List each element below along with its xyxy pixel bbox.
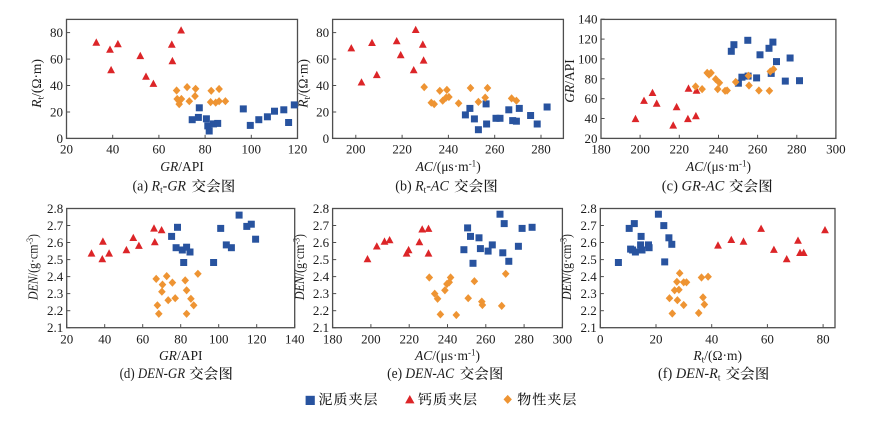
svg-text:20: 20 [60, 332, 73, 347]
svg-text:2.1: 2.1 [47, 320, 63, 335]
svg-text:100: 100 [209, 332, 229, 347]
svg-text:2.2: 2.2 [313, 303, 329, 318]
svg-text:2.2: 2.2 [47, 303, 63, 318]
svg-text:Rt/(Ω·m): Rt/(Ω·m) [296, 59, 314, 109]
svg-text:2.8: 2.8 [581, 201, 597, 216]
svg-text:60: 60 [761, 332, 774, 347]
svg-text:180: 180 [591, 141, 611, 156]
svg-text:40: 40 [50, 78, 63, 93]
svg-text:140: 140 [578, 12, 598, 27]
svg-text:280: 280 [514, 332, 534, 347]
svg-text:240: 240 [439, 141, 459, 156]
svg-text:DEN/(g·cm-3): DEN/(g·cm-3) [559, 234, 575, 301]
svg-text:40: 40 [316, 78, 329, 93]
svg-text:300: 300 [553, 332, 573, 347]
svg-text:(e) DEN-AC: (e) DEN-AC [387, 366, 454, 382]
svg-text:0: 0 [57, 131, 64, 146]
svg-text:40: 40 [98, 332, 111, 347]
svg-text:40: 40 [705, 332, 718, 347]
svg-text:2.4: 2.4 [581, 269, 598, 284]
svg-text:2.6: 2.6 [581, 235, 598, 250]
svg-text:2.4: 2.4 [313, 269, 330, 284]
svg-text:(f) DEN-Rt: (f) DEN-Rt [658, 366, 721, 384]
svg-text:80: 80 [174, 332, 187, 347]
svg-text:GR/API: GR/API [160, 159, 204, 174]
svg-text:2.3: 2.3 [47, 286, 63, 301]
svg-text:AC/(μs·m-1): AC/(μs·m-1) [414, 348, 480, 364]
svg-text:280: 280 [531, 141, 551, 156]
svg-text:220: 220 [392, 141, 412, 156]
svg-text:2.8: 2.8 [47, 201, 63, 216]
svg-text:2.1: 2.1 [581, 320, 597, 335]
svg-text:2.7: 2.7 [313, 218, 330, 233]
svg-text:(a) Rt-GR: (a) Rt-GR [133, 178, 187, 196]
svg-text:AC/(μs·m-1): AC/(μs·m-1) [685, 159, 751, 175]
svg-text:240: 240 [709, 141, 729, 156]
svg-text:GR/API: GR/API [562, 59, 577, 103]
svg-text:80: 80 [50, 25, 63, 40]
svg-text:0: 0 [597, 332, 604, 347]
svg-text:80: 80 [817, 332, 830, 347]
svg-text:20: 20 [316, 105, 329, 120]
svg-text:60: 60 [316, 52, 329, 67]
svg-text:2.2: 2.2 [581, 303, 597, 318]
svg-text:100: 100 [578, 51, 598, 66]
svg-text:2.4: 2.4 [47, 269, 64, 284]
svg-text:120: 120 [578, 32, 598, 47]
svg-text:120: 120 [288, 141, 308, 156]
svg-text:100: 100 [242, 141, 262, 156]
svg-text:60: 60 [152, 141, 165, 156]
svg-text:2.3: 2.3 [581, 286, 597, 301]
svg-text:(c) GR-AC: (c) GR-AC [662, 178, 725, 194]
svg-text:2.7: 2.7 [581, 218, 598, 233]
svg-text:2.6: 2.6 [313, 235, 330, 250]
svg-text:20: 20 [60, 141, 73, 156]
svg-text:200: 200 [361, 332, 381, 347]
svg-text:DEN/(g·cm-3): DEN/(g·cm-3) [25, 234, 41, 301]
svg-text:260: 260 [476, 332, 496, 347]
svg-text:0: 0 [323, 131, 330, 146]
svg-text:Rt/(Ω·m): Rt/(Ω·m) [29, 59, 47, 109]
svg-text:2.5: 2.5 [581, 252, 597, 267]
svg-text:220: 220 [670, 141, 690, 156]
svg-text:2.5: 2.5 [313, 252, 329, 267]
svg-text:60: 60 [136, 332, 149, 347]
svg-text:DEN/(g·cm-3): DEN/(g·cm-3) [292, 234, 308, 301]
svg-text:2.6: 2.6 [47, 235, 64, 250]
svg-text:20: 20 [585, 131, 598, 146]
svg-text:2.8: 2.8 [313, 201, 329, 216]
svg-text:120: 120 [247, 332, 267, 347]
svg-text:60: 60 [585, 91, 598, 106]
svg-text:300: 300 [826, 141, 846, 156]
svg-text:Rt/(Ω·m): Rt/(Ω·m) [692, 348, 742, 366]
svg-text:2.5: 2.5 [47, 252, 63, 267]
svg-text:40: 40 [585, 111, 598, 126]
svg-text:220: 220 [399, 332, 419, 347]
svg-text:180: 180 [323, 332, 343, 347]
svg-text:60: 60 [50, 52, 63, 67]
svg-text:(b) Rt-AC: (b) Rt-AC [395, 178, 449, 196]
svg-text:GR/API: GR/API [159, 348, 203, 363]
svg-text:(d) DEN-GR: (d) DEN-GR [120, 366, 186, 382]
svg-text:2.7: 2.7 [47, 218, 64, 233]
svg-text:200: 200 [630, 141, 650, 156]
svg-text:260: 260 [485, 141, 505, 156]
svg-text:260: 260 [748, 141, 768, 156]
svg-text:80: 80 [199, 141, 212, 156]
svg-text:20: 20 [650, 332, 663, 347]
svg-text:80: 80 [585, 71, 598, 86]
svg-text:20: 20 [50, 105, 63, 120]
svg-text:140: 140 [285, 332, 305, 347]
svg-text:240: 240 [438, 332, 458, 347]
svg-text:2.1: 2.1 [313, 320, 329, 335]
svg-text:280: 280 [787, 141, 807, 156]
svg-text:2.3: 2.3 [313, 286, 329, 301]
svg-text:80: 80 [316, 25, 329, 40]
svg-text:200: 200 [346, 141, 366, 156]
svg-text:AC/(μs·m-1): AC/(μs·m-1) [415, 159, 481, 175]
svg-text:40: 40 [106, 141, 119, 156]
